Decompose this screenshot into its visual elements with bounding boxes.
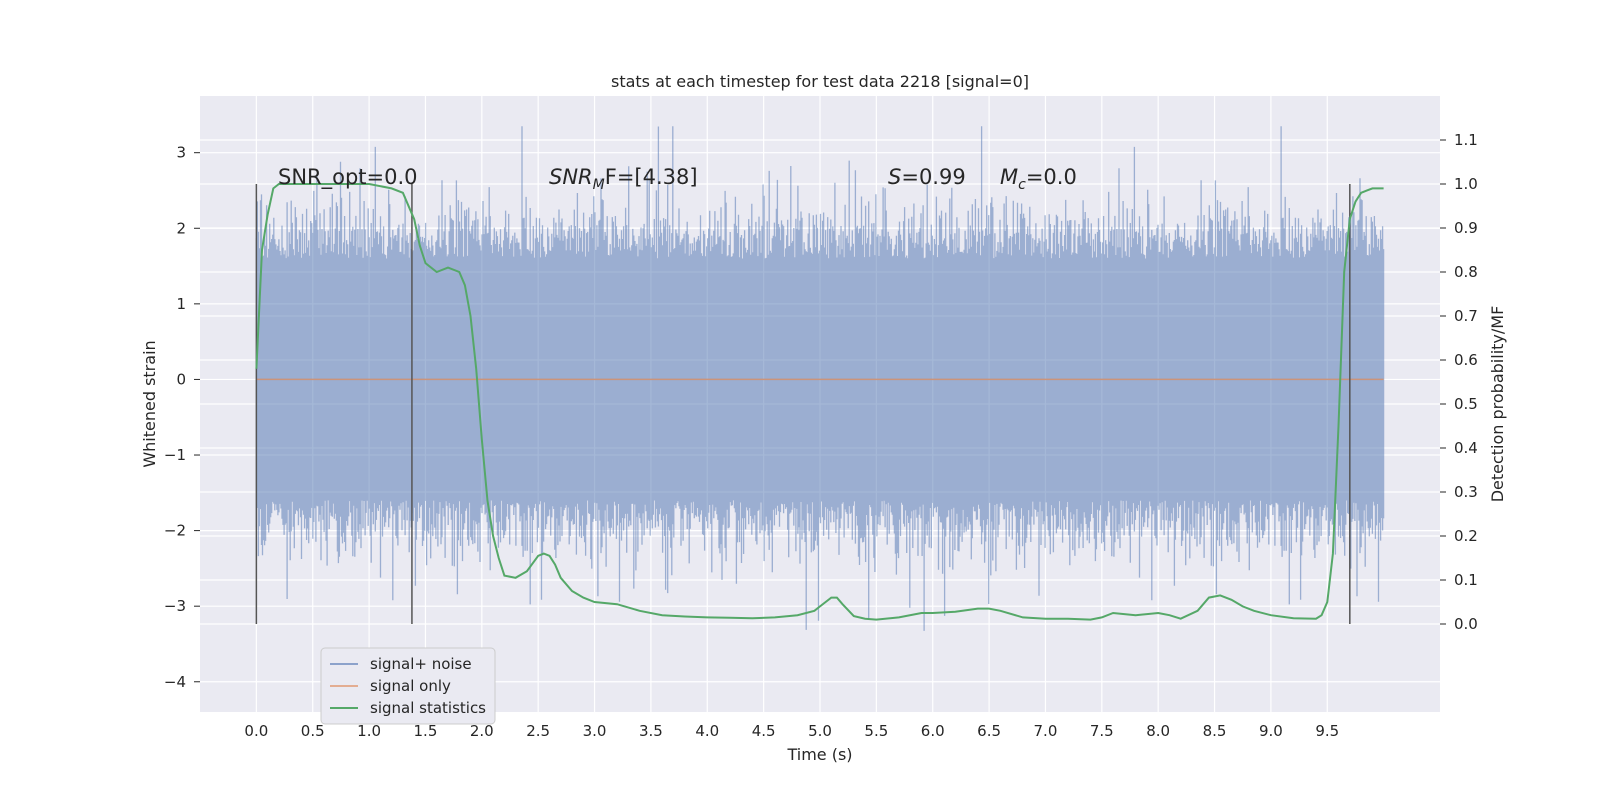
y-tick-label: −1	[164, 446, 186, 464]
x-tick-label: 5.0	[808, 722, 832, 740]
right-y-tick-label: 0.6	[1454, 351, 1478, 369]
legend-label-signal-noise: signal+ noise	[370, 655, 472, 673]
y-tick-label: 3	[176, 144, 186, 162]
x-tick-label: 0.0	[244, 722, 268, 740]
x-axis-label: Time (s)	[786, 745, 852, 764]
x-tick-label: 2.5	[526, 722, 550, 740]
mc-subscript: c	[1018, 177, 1026, 193]
x-tick-label: 1.5	[414, 722, 438, 740]
right-y-tick-label: 0.4	[1454, 439, 1478, 457]
y-tick-labels: 3 2 1 0 −1 −2 −3 −4	[164, 144, 186, 691]
x-tick-label: 6.5	[977, 722, 1001, 740]
x-tick-label: 3.0	[583, 722, 607, 740]
signal-statistics-series	[255, 183, 1384, 621]
y-tick-label: 0	[176, 370, 186, 388]
x-tick-label: 1.0	[357, 722, 381, 740]
right-y-tick-label: 0.3	[1454, 483, 1478, 501]
x-tick-label: 8.0	[1146, 722, 1170, 740]
x-tick-label: 4.0	[695, 722, 719, 740]
right-y-tick-label: 1.0	[1454, 175, 1478, 193]
s-label: S	[888, 165, 901, 189]
right-y-tick-label: 0.2	[1454, 527, 1478, 545]
x-tick-label: 6.0	[921, 722, 945, 740]
annotation-snr-opt: SNR_opt=0.0	[278, 165, 418, 190]
y-tick-label: 1	[176, 295, 186, 313]
legend: signal+ noise signal only signal statist…	[320, 647, 496, 725]
x-tick-label: 3.5	[639, 722, 663, 740]
mc-label: M	[1000, 165, 1018, 189]
signal-statistics-line	[255, 183, 1384, 621]
x-tick-label: 5.5	[864, 722, 888, 740]
snr-mf-subscript: M	[593, 177, 605, 193]
right-y-tick-label: 0.9	[1454, 219, 1478, 237]
y-tick-label: 2	[176, 219, 186, 237]
window-markers	[255, 184, 1351, 624]
y-tick-label: −3	[164, 597, 186, 615]
right-y-tick-label: 0.7	[1454, 307, 1478, 325]
mc-value: =0.0	[1026, 165, 1077, 189]
legend-label-signal-only: signal only	[370, 677, 451, 695]
right-y-tick-label: 0.0	[1454, 615, 1478, 633]
x-tick-label: 4.5	[752, 722, 776, 740]
x-tick-label: 0.5	[301, 722, 325, 740]
legend-label-signal-statistics: signal statistics	[370, 699, 486, 717]
x-tick-label: 9.5	[1315, 722, 1339, 740]
y-axis-label: Whitened strain	[140, 340, 159, 467]
chart-title: stats at each timestep for test data 221…	[611, 72, 1029, 91]
s-value: =0.99	[901, 165, 965, 189]
x-tick-label: 8.5	[1203, 722, 1227, 740]
annotation-snr-mf: SNRMF=[4.38]	[549, 165, 698, 193]
x-tick-labels: 0.0 0.5 1.0 1.5 2.0 2.5 3.0 3.5 4.0 4.5 5.0 5.5 6.0 6…	[244, 722, 1339, 740]
right-y-tick-label: 0.1	[1454, 571, 1478, 589]
snr-mf-value: F=[4.38]	[605, 165, 698, 189]
x-tick-label: 9.0	[1259, 722, 1283, 740]
x-tick-label: 7.5	[1090, 722, 1114, 740]
right-y-tick-label: 0.5	[1454, 395, 1478, 413]
right-y-tick-label: 0.8	[1454, 263, 1478, 281]
x-tick-label: 2.0	[470, 722, 494, 740]
right-y-tick-labels: 1.1 1.0 0.9 0.8 0.7 0.6 0.5 0.4 0.3 0.2 0.1 0.0	[1454, 131, 1478, 633]
x-tick-label: 7.0	[1034, 722, 1058, 740]
annotation-s: S=0.99	[888, 165, 966, 189]
annotation-mc: Mc=0.0	[1000, 165, 1077, 193]
legend-box	[320, 647, 496, 725]
y-tick-label: −4	[164, 673, 186, 691]
y-tick-label: −2	[164, 522, 186, 540]
right-y-axis-label: Detection probability/MF	[1488, 306, 1507, 503]
right-y-tick-label: 1.1	[1454, 131, 1478, 149]
snr-mf-label: SNR	[549, 165, 593, 189]
